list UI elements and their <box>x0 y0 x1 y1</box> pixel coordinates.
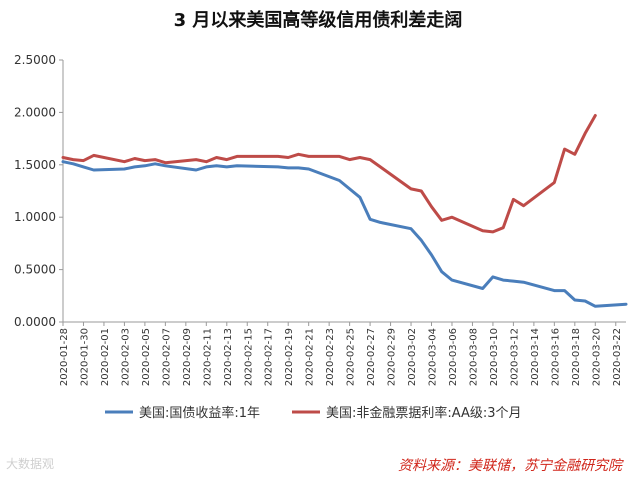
x-tick-label: 2020-02-21 <box>305 328 316 386</box>
y-tick-label: 0.5000 <box>14 263 56 277</box>
y-tick-label: 1.0000 <box>14 210 56 224</box>
chart-title: 3 月以来美国高等级信用债利差走阔 <box>173 10 463 31</box>
x-tick-label: 2020-02-07 <box>161 328 172 386</box>
x-tick-label: 2020-02-25 <box>346 328 357 386</box>
x-tick-label: 2020-02-11 <box>202 328 213 386</box>
x-tick-label: 2020-02-15 <box>243 328 254 386</box>
series-line-2 <box>61 114 597 234</box>
x-tick-label: 2020-03-02 <box>407 328 418 386</box>
x-tick-label: 2020-03-22 <box>612 328 623 386</box>
legend-label-1: 美国:国债收益率:1年 <box>139 405 260 421</box>
source-note: 资料来源：美联储，苏宁金融研究院 <box>398 458 622 474</box>
x-tick-label: 2020-03-04 <box>428 328 439 386</box>
y-tick-label: 2.5000 <box>14 53 56 67</box>
x-tick-label: 2020-01-28 <box>59 328 70 386</box>
legend-label-2: 美国:非金融票据利率:AA级:3个月 <box>326 405 522 421</box>
x-tick-label: 2020-02-17 <box>264 328 275 386</box>
x-tick-label: 2020-02-01 <box>100 328 111 386</box>
x-tick-label: 2020-02-09 <box>182 328 193 386</box>
x-tick-label: 2020-03-10 <box>489 328 500 386</box>
x-tick-label: 2020-02-19 <box>284 328 295 386</box>
watermark: 大数据观 <box>6 457 55 471</box>
x-tick-label: 2020-03-18 <box>571 328 582 386</box>
y-tick-label: 1.5000 <box>14 158 56 172</box>
x-tick-label: 2020-01-30 <box>79 328 90 386</box>
x-tick-label: 2020-02-05 <box>141 328 152 386</box>
x-tick-label: 2020-03-14 <box>530 328 541 386</box>
x-tick-label: 2020-02-27 <box>366 328 377 386</box>
x-tick-label: 2020-02-13 <box>223 328 234 386</box>
x-tick-label: 2020-03-12 <box>509 328 520 386</box>
y-tick-label: 0.0000 <box>14 315 56 329</box>
x-tick-label: 2020-02-03 <box>120 328 131 386</box>
x-tick-label: 2020-03-06 <box>448 328 459 386</box>
x-tick-label: 2020-02-23 <box>325 328 336 386</box>
x-tick-label: 2020-03-16 <box>550 328 561 386</box>
series-line-1 <box>61 160 628 308</box>
y-tick-label: 2.0000 <box>14 105 56 119</box>
x-tick-label: 2020-03-08 <box>468 328 479 386</box>
x-tick-label: 2020-03-20 <box>591 328 602 386</box>
x-tick-label: 2020-02-29 <box>387 328 398 386</box>
